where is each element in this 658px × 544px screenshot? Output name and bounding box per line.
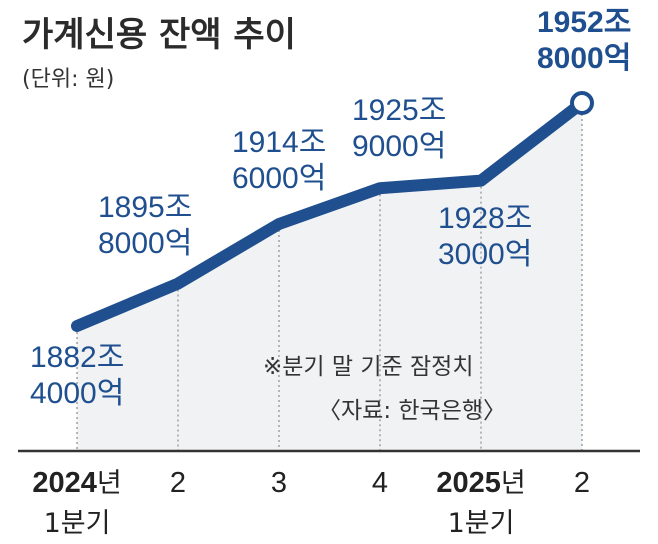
x-axis: 2024년 1분기 2 3 4 2025년 1분기 2 [18,449,640,539]
chart-note: ※분기 말 기준 잠정치 [263,354,474,380]
x-tick-label: 2025년 [436,467,525,499]
x-tick-label: 4 [372,467,388,499]
data-label: 1914조 6000억 [232,126,326,195]
data-label: 1925조 9000억 [352,94,446,163]
chart-unit: (단위: 원) [22,67,114,92]
data-labels: 1882조 4000억 1895조 8000억 1914조 6000억 1925조 9000억… [30,6,631,410]
data-label: 1895조 8000억 [98,191,192,260]
x-tick-sublabel: 1분기 [448,508,515,539]
x-tick-label: 2 [574,467,590,499]
x-tick-label: 3 [271,467,287,499]
source-notes: ※분기 말 기준 잠정치 〈자료: 한국은행〉 [263,354,506,424]
x-tick-label: 2 [170,467,186,499]
x-tick-sublabel: 1분기 [44,508,111,539]
series-line [71,97,588,332]
data-label: 1952조 8000억 [537,6,631,75]
data-label: 1928조 3000억 [438,202,532,271]
area-fill [77,103,582,451]
data-point-marker [570,91,594,115]
chart-title: 가계신용 잔액 추이 [22,15,296,55]
data-label: 1882조 4000억 [30,341,124,410]
plot-area [71,91,594,451]
chart-note: 〈자료: 한국은행〉 [318,398,506,424]
x-tick-label: 2024년 [32,467,121,499]
